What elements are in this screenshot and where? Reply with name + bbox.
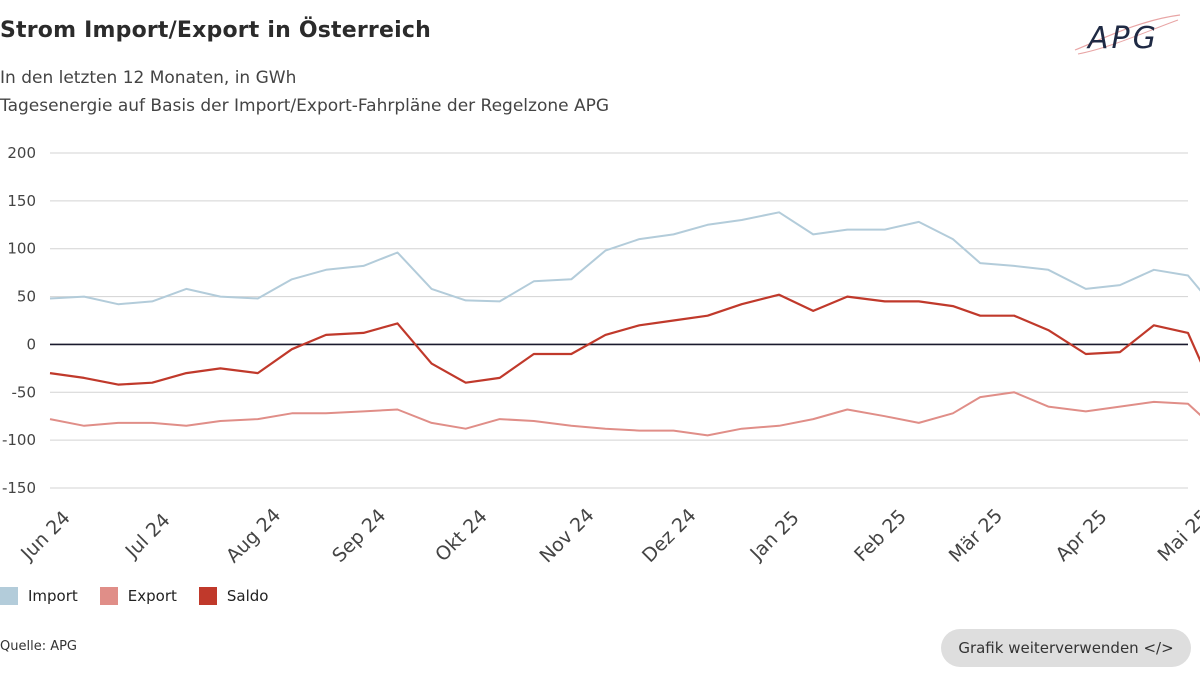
x-tick-label: Nov 24 <box>535 504 598 567</box>
legend-item-export[interactable]: Export <box>99 587 177 605</box>
x-tick-label: Mai 25 <box>1154 506 1200 566</box>
legend-item-saldo[interactable]: Saldo <box>198 587 269 605</box>
x-tick-label: Jul 24 <box>121 509 175 563</box>
y-tick-label: -50 <box>12 383 37 401</box>
apg-logo: APG <box>1074 14 1181 56</box>
y-tick-label: 50 <box>17 288 36 306</box>
x-tick-label: Feb 25 <box>850 505 911 566</box>
legend-swatch-export <box>99 587 118 605</box>
y-tick-label: 200 <box>7 144 36 162</box>
legend-item-import[interactable]: Import <box>0 587 78 605</box>
legend-label-saldo: Saldo <box>226 587 269 605</box>
x-tick-label: Dez 24 <box>638 504 701 567</box>
logo-text: APG <box>1086 21 1159 56</box>
x-tick-label: Aug 24 <box>222 504 285 567</box>
chart-description: Tagesenergie auf Basis der Import/Export… <box>0 96 610 116</box>
x-tick-label: Apr 25 <box>1051 506 1111 566</box>
y-tick-label: 100 <box>7 240 36 258</box>
legend-label-import: Import <box>28 587 78 605</box>
chart-subtitle: In den letzten 12 Monaten, in GWh <box>0 68 297 88</box>
y-tick-label: -150 <box>2 479 36 497</box>
y-tick-label: -100 <box>2 431 36 449</box>
logo-swoosh <box>1077 19 1179 55</box>
chart-title: Strom Import/Export in Österreich <box>0 18 431 43</box>
x-tick-label: Okt 24 <box>431 505 492 566</box>
series-line-import <box>49 211 1200 306</box>
x-tick-label: Jun 24 <box>16 507 75 566</box>
source-note: Quelle: APG <box>0 639 78 654</box>
line-chart: 200 150 100 50 0 -50 -100 -150 Jun 24 Jul 24 Aug 2… <box>2 144 1200 567</box>
x-tick-label: Mär 25 <box>945 505 1007 567</box>
logo-swoosh <box>1074 14 1181 51</box>
legend-swatch-saldo <box>198 587 217 605</box>
y-tick-label: 150 <box>7 192 36 210</box>
x-tick-label: Sep 24 <box>328 505 390 567</box>
series-line-saldo <box>49 293 1200 386</box>
y-tick-label: 0 <box>26 335 36 353</box>
x-tick-label: Jan 25 <box>745 507 803 565</box>
series-line-export <box>49 391 1200 437</box>
legend-label-export: Export <box>127 587 177 605</box>
legend: Import Export Saldo <box>0 587 269 605</box>
reuse-graphic-button[interactable]: Grafik weiterverwenden </> <box>941 629 1191 667</box>
legend-swatch-import <box>0 587 18 605</box>
